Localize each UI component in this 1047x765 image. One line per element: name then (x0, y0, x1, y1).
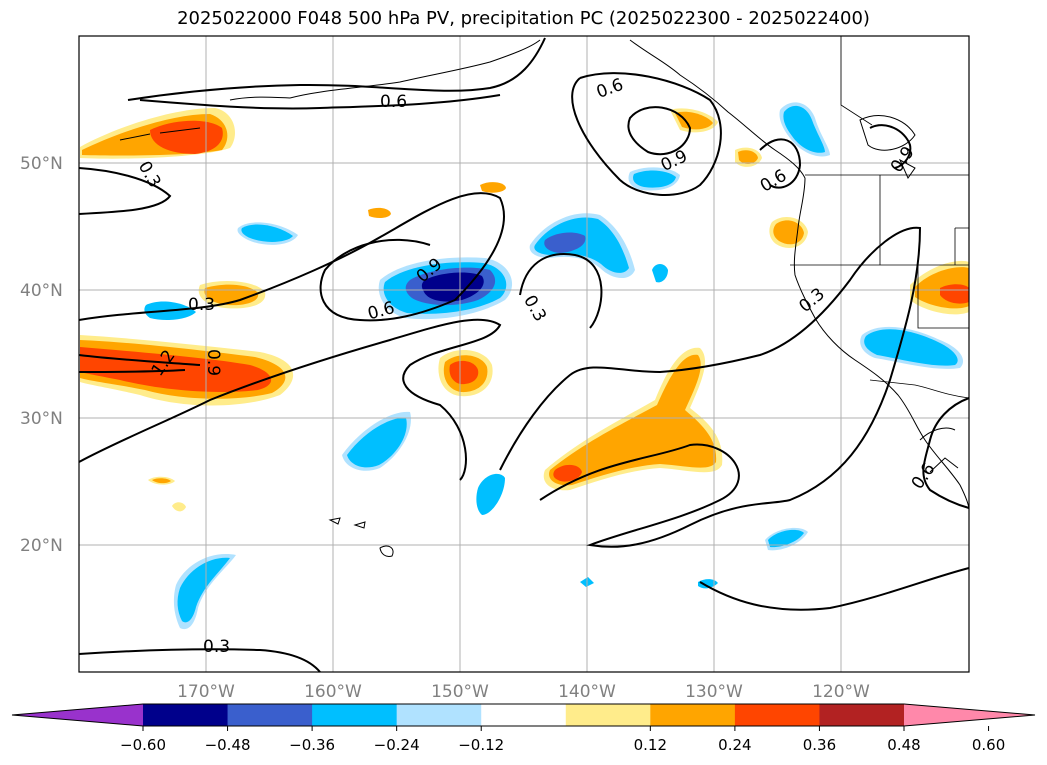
latitude-labels: 50°N 40°N 30°N 20°N (20, 154, 63, 556)
pv-contour-line (571, 77, 621, 181)
longitude-labels: 170°W 160°W 150°W 140°W 130°W 120°W (177, 682, 870, 702)
pv-contour-line (78, 369, 186, 373)
colorbar-segment (227, 704, 313, 726)
pv-contour-line (759, 138, 802, 189)
lat-label-50n: 50°N (20, 154, 63, 174)
coastlines (119, 39, 970, 557)
plot-area: 0.6 0.6 0.9 0.3 0.9 0.3 0.6 0.3 1.2 0.9 … (78, 35, 970, 673)
political-boundaries (790, 36, 970, 399)
colorbar-segment (650, 704, 736, 726)
pv-contour-line (519, 253, 603, 329)
lon-label-140w: 140°W (558, 682, 616, 702)
pv-contour-line (699, 567, 970, 611)
colorbar-extend-high (904, 704, 1035, 726)
precip-area (152, 478, 171, 484)
pv-contour-line (139, 94, 501, 110)
colorbar-segment (819, 704, 905, 726)
precip-area (177, 557, 230, 623)
lat-label-30n: 30°N (20, 409, 63, 429)
precip-area (768, 529, 804, 548)
colorbar-tick-label: −0.36 (289, 736, 335, 754)
pv-contour-line (499, 226, 922, 548)
precip-area (172, 502, 186, 512)
colorbar: −0.60 −0.48 −0.36 −0.24 −0.12 0.12 0.24 0.36 0.4… (11, 703, 1036, 754)
pv-contour-line (319, 238, 456, 322)
pv-contour-line (78, 354, 201, 366)
precip-area (783, 105, 825, 153)
colorbar-tick-label: 0.12 (634, 736, 667, 754)
precip-area (449, 360, 479, 385)
pv-contour-line (869, 124, 912, 169)
colorbar-segment (565, 704, 651, 726)
colorbar-tick-label: −0.48 (205, 736, 251, 754)
colorbar-segment (481, 704, 567, 726)
colorbar-tick-label: 0.36 (803, 736, 836, 754)
precip-area (421, 272, 484, 302)
precip-area (347, 417, 407, 468)
pv-contour-line (78, 192, 505, 321)
plot-frame (78, 35, 970, 673)
precip-area (544, 232, 586, 253)
colorbar-tick-label: −0.24 (374, 736, 420, 754)
contour-label: 0.3 (188, 295, 215, 315)
precip-area (698, 579, 718, 589)
precip-area (652, 264, 668, 283)
pv-contours (78, 37, 970, 673)
graticule (79, 36, 969, 672)
pv-contour-line (78, 648, 321, 673)
lon-label-130w: 130°W (685, 682, 743, 702)
lon-label-120w: 120°W (812, 682, 870, 702)
colorbar-segment (734, 704, 820, 726)
precip-area (150, 120, 223, 154)
precip-area (480, 182, 506, 193)
precip-area (368, 207, 391, 219)
pv-contour-line (78, 318, 502, 481)
pv-contour-line (127, 37, 546, 101)
precip-area (675, 111, 713, 130)
pv-contour-line (579, 72, 722, 196)
precip-area (549, 354, 717, 486)
lon-label-170w: 170°W (177, 682, 235, 702)
precip-area (553, 464, 582, 482)
colorbar-tick-label: 0.48 (887, 736, 920, 754)
pv-contour-line (78, 167, 172, 215)
colorbar-tick-label: −0.12 (458, 736, 504, 754)
precip-area (633, 170, 676, 188)
precip-area (940, 284, 969, 304)
lat-label-40n: 40°N (20, 281, 63, 301)
map-title: 2025022000 F048 500 hPa PV, precipitatio… (177, 8, 870, 29)
colorbar-segment (143, 704, 229, 726)
pv-contour-line (627, 106, 692, 156)
contour-label: 0.6 (380, 92, 407, 112)
precip-area (864, 329, 958, 366)
lon-label-160w: 160°W (304, 682, 362, 702)
lon-label-150w: 150°W (431, 682, 489, 702)
precip-area (476, 473, 505, 515)
colorbar-extend-low (12, 704, 143, 726)
precip-area (241, 224, 293, 242)
colorbar-tick-label: 0.24 (718, 736, 751, 754)
contour-label: 0.9 (203, 349, 223, 376)
lat-label-20n: 20°N (20, 536, 63, 556)
colorbar-segment (312, 704, 398, 726)
colorbar-segment (396, 704, 482, 726)
precip-area (738, 150, 758, 164)
colorbar-tick-label: −0.60 (120, 736, 166, 754)
colorbar-tick-label: 0.60 (972, 736, 1005, 754)
pv-contour-line (922, 397, 970, 509)
contour-label: 0.3 (203, 637, 230, 657)
